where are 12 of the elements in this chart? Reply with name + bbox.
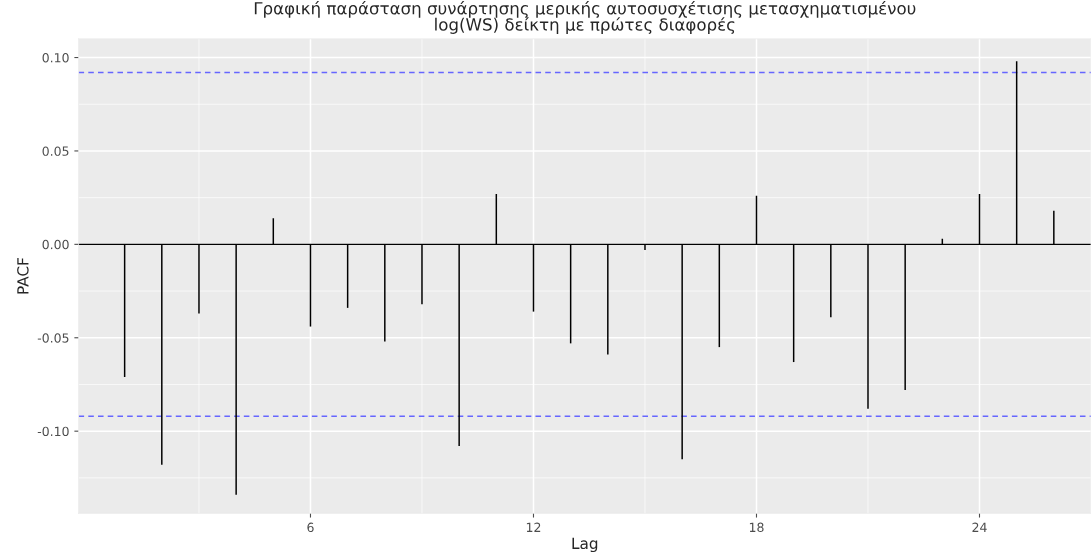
x-axis-title: Lag	[572, 537, 598, 553]
y-tick-label: -0.05	[37, 333, 69, 343]
x-tick-label: 12	[526, 522, 541, 532]
x-tick-label: 18	[749, 522, 764, 533]
y-axis-title: PACF	[17, 258, 29, 294]
x-tick-label: 24	[972, 522, 987, 532]
chart-title: Γραφική παράσταση συνάρτησης μερικής αυτοσυσχέτισης μετασχηματισμένου log(WS) δείκτη με πρώτες διαφορές	[254, 1, 916, 35]
y-tick-label: 0.00	[42, 239, 69, 250]
y-tick-label: -0.10	[37, 426, 69, 437]
y-tick-label: 0.05	[42, 146, 69, 156]
y-tick-label: 0.10	[42, 53, 69, 63]
x-tick-label: 6	[307, 522, 314, 533]
